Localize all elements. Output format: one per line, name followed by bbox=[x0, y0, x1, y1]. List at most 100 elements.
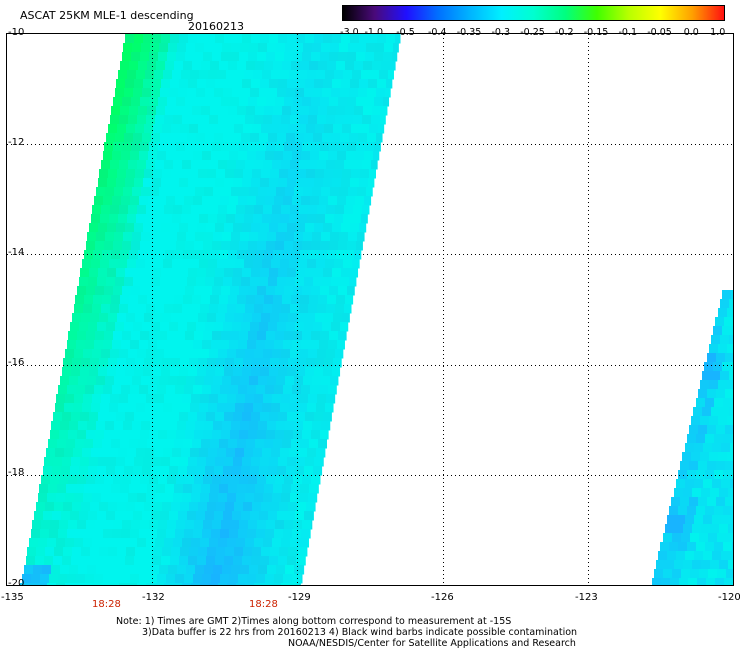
swath-cell bbox=[196, 322, 206, 332]
swath-cell bbox=[252, 502, 262, 512]
swath-cell bbox=[122, 475, 132, 485]
swath-cell bbox=[174, 439, 184, 449]
swath-cell bbox=[137, 304, 147, 314]
swath-cell bbox=[260, 412, 270, 422]
swath-cell bbox=[159, 565, 169, 575]
swath-cell bbox=[154, 70, 164, 80]
swath-cell bbox=[223, 88, 233, 98]
swath-cell bbox=[146, 394, 156, 404]
swath-cell bbox=[306, 124, 316, 134]
swath-cell bbox=[197, 34, 207, 44]
swath-cell bbox=[263, 493, 273, 503]
swath-cell bbox=[345, 250, 355, 260]
swath-cell bbox=[191, 160, 201, 170]
swath-cell bbox=[250, 466, 260, 476]
swath-cell bbox=[87, 565, 97, 575]
swath-cell bbox=[224, 457, 234, 467]
swath-cell bbox=[101, 538, 111, 548]
swath-cell bbox=[95, 520, 105, 530]
swath-cell bbox=[213, 421, 223, 431]
swath-cell bbox=[137, 394, 147, 404]
swath-cell bbox=[278, 457, 288, 467]
swath-cell bbox=[79, 466, 89, 476]
swath-cell bbox=[230, 52, 240, 62]
swath-cell bbox=[285, 232, 295, 242]
swath-cell bbox=[282, 484, 292, 494]
swath-cell bbox=[144, 502, 154, 512]
swath-cell bbox=[238, 574, 248, 584]
swath-cell bbox=[315, 124, 325, 134]
swath-cell bbox=[395, 34, 401, 44]
swath-cell bbox=[719, 488, 729, 498]
swath-cell bbox=[202, 340, 212, 350]
swath-cell bbox=[243, 358, 253, 368]
swath-cell bbox=[133, 466, 143, 476]
swath-cell bbox=[333, 169, 343, 179]
swath-cell bbox=[47, 493, 57, 503]
swath-cell bbox=[307, 403, 317, 413]
swath-cell bbox=[323, 412, 332, 422]
swath-cell bbox=[188, 223, 198, 233]
swath-cell bbox=[346, 196, 356, 206]
swath-cell bbox=[141, 232, 151, 242]
swath-cell bbox=[295, 277, 305, 287]
swath-cell bbox=[722, 290, 732, 300]
swath-cell bbox=[678, 506, 688, 516]
swath-cell bbox=[273, 250, 283, 260]
swath-cell bbox=[696, 470, 706, 480]
swath-cell bbox=[293, 520, 303, 530]
swath-cell bbox=[74, 394, 84, 404]
swath-cell bbox=[276, 376, 286, 386]
swath-cell bbox=[137, 205, 147, 215]
swath-cell bbox=[143, 268, 153, 278]
swath-cell bbox=[170, 367, 180, 377]
swath-cell bbox=[203, 142, 213, 152]
swath-cell bbox=[206, 412, 216, 422]
swath-cell bbox=[236, 304, 246, 314]
swath-cell bbox=[157, 196, 167, 206]
swath-cell bbox=[299, 583, 301, 586]
swath-cell bbox=[145, 259, 155, 269]
swath-cell bbox=[691, 452, 701, 462]
swath-cell bbox=[89, 457, 99, 467]
swath-cell bbox=[125, 79, 135, 89]
swath-cell bbox=[140, 52, 150, 62]
swath-cell bbox=[294, 187, 304, 197]
swath-cell bbox=[288, 358, 298, 368]
swath-cell bbox=[283, 151, 293, 161]
swath-cell bbox=[68, 430, 78, 440]
swath-cell bbox=[284, 142, 294, 152]
swath-cell bbox=[44, 457, 54, 467]
swath-cell bbox=[179, 34, 189, 44]
swath-cell bbox=[164, 349, 174, 359]
swath-cell bbox=[196, 88, 206, 98]
swath-cell bbox=[354, 106, 364, 116]
swath-cell bbox=[180, 547, 190, 557]
swath-cell bbox=[308, 115, 318, 125]
swath-cell bbox=[220, 574, 230, 584]
swath-cell bbox=[261, 358, 271, 368]
swath-cell bbox=[226, 70, 236, 80]
swath-cell bbox=[62, 367, 72, 377]
swath-cell bbox=[125, 178, 135, 188]
swath-cell bbox=[87, 376, 97, 386]
swath-cell bbox=[254, 538, 264, 548]
swath-cell bbox=[281, 583, 291, 586]
swath-cell bbox=[268, 322, 278, 332]
swath-cell bbox=[56, 538, 66, 548]
swath-cell bbox=[228, 439, 238, 449]
swath-cell bbox=[321, 232, 331, 242]
swath-cell bbox=[237, 250, 247, 260]
swath-cell bbox=[323, 457, 324, 467]
swath-cell bbox=[130, 151, 140, 161]
swath-cell bbox=[303, 421, 313, 431]
note-line-1: Note: 1) Times are GMT 2)Times along bot… bbox=[116, 616, 512, 627]
swath-cell bbox=[182, 394, 192, 404]
swath-cell bbox=[164, 115, 174, 125]
swath-cell bbox=[114, 565, 124, 575]
swath-cell bbox=[211, 385, 221, 395]
swath-cell bbox=[55, 403, 65, 413]
swath-cell bbox=[221, 97, 231, 107]
swath-cell bbox=[341, 268, 351, 278]
swath-cell bbox=[205, 511, 215, 521]
